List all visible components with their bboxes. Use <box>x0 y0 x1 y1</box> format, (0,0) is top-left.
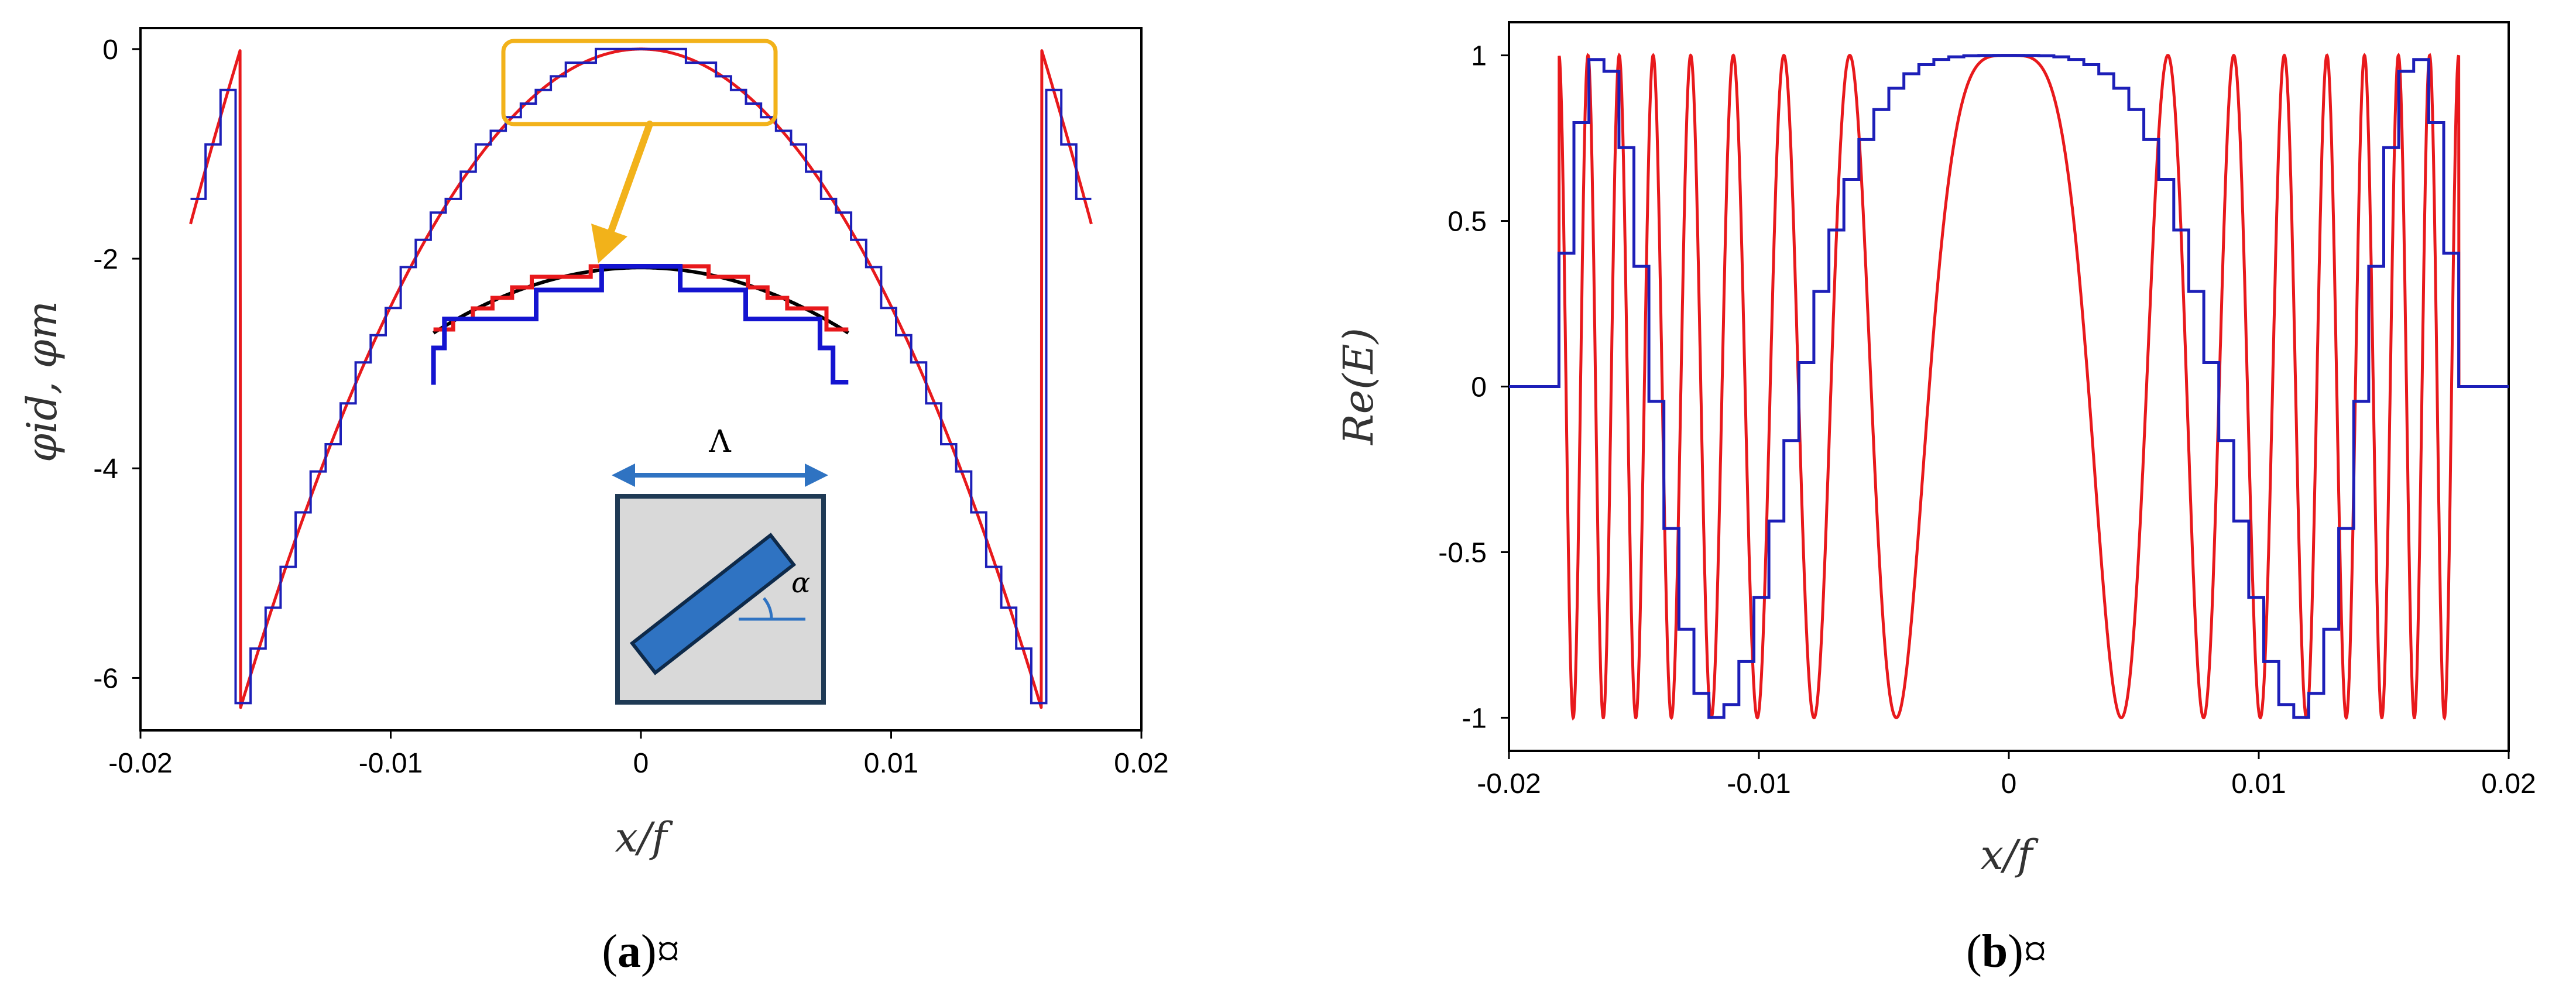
zoom-arrow <box>591 121 653 263</box>
angle-label: α <box>791 567 810 599</box>
x-tick-label: -0.02 <box>108 748 172 779</box>
y-tick-label: 1 <box>1471 41 1487 72</box>
y-tick-label: 0 <box>1471 372 1487 403</box>
x-tick-label: 0 <box>2001 768 2017 799</box>
y-tick-label: -1 <box>1462 703 1487 734</box>
x-tick-label: 0.02 <box>2481 768 2536 799</box>
panel-b-x-ticks: -0.02 -0.01 0 0.01 0.02 <box>1477 751 2536 799</box>
x-tick-label: 0 <box>633 748 649 779</box>
period-label: Λ <box>708 424 732 459</box>
panel-a-ylabel: φid, φm <box>18 301 66 462</box>
panel-b-caption-suffix: ¤ <box>2023 926 2047 977</box>
panel-b-xlabel: x/f <box>1981 831 2039 879</box>
x-tick-label: 0.01 <box>2231 768 2286 799</box>
series-metasurface-field-line <box>1509 54 2509 719</box>
y-tick-label: -2 <box>93 244 118 275</box>
panel-b-caption: (b)¤ <box>1966 926 2047 977</box>
nanorod <box>629 533 797 675</box>
y-tick-label: -4 <box>93 454 118 485</box>
unit-cell-inset: Λ α <box>612 424 828 705</box>
x-tick-label: -0.01 <box>359 748 423 779</box>
y-tick-label: -0.5 <box>1438 537 1487 568</box>
panel-b-y-ticks: 1 0.5 0 -0.5 -1 <box>1438 41 1509 734</box>
period-arrow-right-head <box>805 464 828 487</box>
panel-b-caption-letter: b <box>1982 926 2008 977</box>
panel-a-caption: (a)¤ <box>602 926 680 977</box>
period-arrow-left-head <box>612 464 635 487</box>
x-tick-label: -0.02 <box>1477 768 1541 799</box>
y-tick-label: 0.5 <box>1448 207 1487 238</box>
y-tick-label: -6 <box>93 663 118 694</box>
zoom-coarse-step-curve <box>431 264 849 385</box>
panel-a-series <box>189 47 1093 709</box>
x-tick-label: -0.01 <box>1727 768 1790 799</box>
panel-b-ylabel: Re(E) <box>1335 328 1383 446</box>
zoom-highlight-box <box>501 39 778 126</box>
x-tick-label: 0.01 <box>864 748 918 779</box>
series-metasurface-phase-line <box>190 47 1092 705</box>
panel-a-x-ticks: -0.02 -0.01 0 0.01 0.02 <box>108 730 1169 779</box>
zoom-inset <box>431 264 849 385</box>
panel-a-caption-suffix: ¤ <box>657 926 680 977</box>
panel-a-xlabel: x/f <box>615 813 674 861</box>
panel-b-series <box>1509 52 2509 721</box>
y-tick-label: 0 <box>102 35 118 66</box>
panel-a-y-ticks: 0 -2 -4 -6 <box>93 35 140 694</box>
panel-a-caption-letter: a <box>618 926 641 977</box>
angle-arc <box>763 597 773 620</box>
panel-a-chart: -0.02 -0.01 0 0.01 0.02 0 -2 -4 -6 Λ α x/f <box>18 27 1169 977</box>
panel-b-chart: -0.02 -0.01 0 0.01 0.02 1 0.5 0 -0.5 -1 x/f Re(E… <box>1335 21 2536 977</box>
x-tick-label: 0.02 <box>1114 748 1168 779</box>
